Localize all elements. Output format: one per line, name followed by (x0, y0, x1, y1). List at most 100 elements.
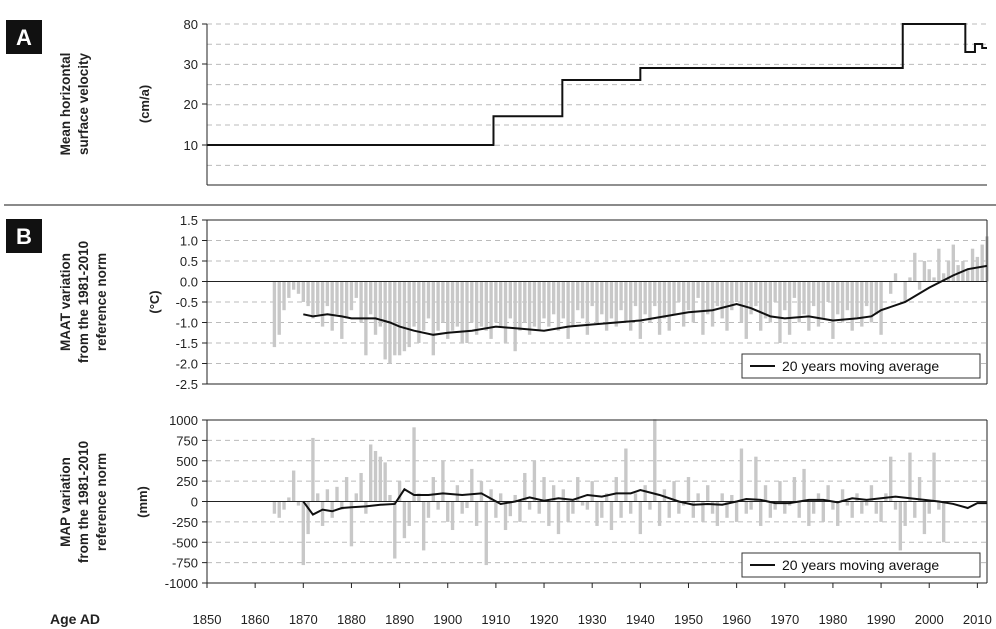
map-bar (287, 497, 291, 502)
maat-bar (811, 281, 816, 307)
maat-ytick-label: 1.5 (180, 213, 198, 228)
maat-bar (749, 281, 753, 315)
maat-bar (287, 281, 291, 298)
maat-bar (643, 281, 647, 315)
map-bar (503, 501, 508, 531)
map-bar (277, 501, 281, 518)
maat-bar (686, 281, 691, 311)
maat-bar (397, 281, 402, 356)
map-bar (927, 501, 931, 514)
maat-bar (946, 261, 951, 282)
maat-bar (441, 281, 445, 323)
maat-bar (489, 281, 493, 339)
maat-ytick-label: -1.5 (176, 336, 198, 351)
velocity-ytick-label: 10 (184, 138, 198, 153)
maat-ytick-label: -2.5 (176, 377, 198, 392)
maat-bar (590, 281, 594, 307)
maat-ytick-label: -1.0 (176, 316, 198, 331)
map-bar (802, 468, 806, 502)
maat-bar (354, 281, 358, 298)
map-bar (320, 501, 325, 526)
map-bar (412, 427, 416, 502)
x-tick-label: 1880 (337, 612, 366, 627)
maat-bar (291, 281, 296, 290)
x-tick-label: 1970 (770, 612, 799, 627)
maat-bar (739, 281, 744, 323)
map-bar (407, 501, 411, 526)
maat-bar (330, 281, 334, 331)
map-bar (715, 501, 720, 526)
map-bar (556, 501, 561, 535)
maat-bar (850, 281, 854, 331)
map-bar (653, 419, 657, 502)
maat-bar (730, 281, 734, 311)
maat-bar (306, 281, 310, 307)
maat-bar (701, 281, 705, 335)
map-bar (792, 477, 797, 502)
map-bar (397, 481, 402, 502)
maat-bar (465, 281, 469, 343)
map-bar (489, 489, 493, 502)
maat-bar (836, 281, 840, 315)
map-bar (340, 501, 344, 510)
maat-bar (893, 273, 898, 282)
map-bar (855, 493, 859, 502)
maat-bar (787, 281, 792, 335)
maat-bar (373, 281, 378, 335)
x-tick-label: 1850 (193, 612, 222, 627)
maat-bar (932, 277, 936, 282)
map-bar (393, 501, 397, 559)
map-bar (306, 501, 310, 535)
map-bar (272, 501, 277, 514)
maat-bar (821, 281, 825, 319)
map-bar (811, 501, 816, 514)
map-bar (383, 462, 387, 502)
map-bar (720, 493, 724, 502)
map-moving-average-line (302, 487, 987, 516)
map-bar (316, 493, 320, 502)
map-bar (768, 501, 773, 518)
maat-bar (571, 281, 575, 327)
maat-bar (523, 281, 527, 323)
map-bar (373, 450, 378, 502)
map-ylabel-line1: MAP variation (58, 457, 73, 547)
map-bar (571, 501, 575, 514)
maat-bar (537, 281, 541, 331)
maat-bar (696, 281, 700, 298)
maat-bar (667, 281, 671, 331)
map-ylabel-line2: from the 1981-2010 (76, 441, 91, 563)
maat-bar (802, 281, 806, 315)
map-bar (614, 477, 618, 502)
maat-bar (614, 281, 618, 327)
maat-bar (513, 281, 517, 352)
map-bar (282, 501, 286, 510)
maat-bar (277, 281, 281, 335)
map-bar (725, 501, 729, 518)
panel-a-badge: A (6, 20, 42, 54)
maat-bar (561, 281, 565, 319)
maat-bar (951, 244, 955, 282)
maat-bar (316, 281, 320, 315)
maat-plot: 1.5 1.0 0.5 0.0 -0.5 -1.0 -1.5 -2.0 -2.5 (176, 213, 989, 392)
map-bar (874, 501, 878, 514)
velocity-ytick-label: 20 (184, 97, 198, 112)
map-bar (561, 489, 565, 502)
map-bar (778, 481, 782, 502)
map-bar (917, 477, 922, 502)
map-bar (537, 501, 541, 514)
map-bar (638, 501, 643, 535)
map-bar (686, 477, 691, 502)
maat-bar (778, 281, 782, 343)
maat-bar (917, 281, 922, 290)
maat-bar (681, 281, 686, 327)
maat-bar (927, 269, 931, 282)
map-bar (869, 485, 874, 502)
velocity-step-line (207, 23, 987, 146)
map-ytick-label: 500 (176, 454, 198, 469)
maat-bar (913, 252, 917, 282)
maat-bar (484, 281, 488, 331)
maat-bar (393, 281, 397, 356)
maat-bar (662, 281, 667, 319)
velocity-ylabel-line2: surface velocity (76, 52, 91, 155)
map-bar (600, 501, 604, 518)
